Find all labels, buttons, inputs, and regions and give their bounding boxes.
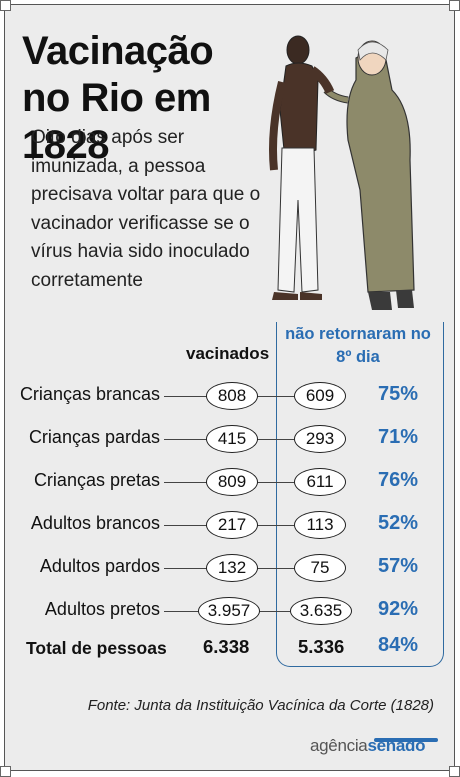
- vaccinated-value: 3.957: [198, 597, 260, 625]
- source-note: Fonte: Junta da Instituição Vacínica da …: [87, 697, 434, 714]
- not-returned-value: 611: [294, 468, 346, 496]
- total-vaccinated: 6.338: [203, 636, 250, 657]
- total-percent: 84%: [378, 634, 419, 656]
- page-title: Vacinação no Rio em 1828: [22, 29, 214, 167]
- not-returned-header: não retornaram no 8º dia: [285, 325, 431, 366]
- percent-value: 57%: [378, 555, 419, 577]
- not-returned-value: 3.635: [290, 597, 352, 625]
- vaccinated-value: 217: [206, 511, 258, 539]
- total-label: Total de pessoas: [26, 638, 167, 658]
- percent-value: 52%: [378, 512, 419, 534]
- row-label: Crianças pardas: [28, 427, 160, 447]
- not-returned-value: 609: [294, 382, 346, 410]
- not-returned-value: 293: [294, 425, 346, 453]
- vaccinated-value: 809: [206, 468, 258, 496]
- row-label: Crianças brancas: [19, 384, 160, 404]
- vaccinated-header: vacinados: [186, 344, 270, 363]
- vaccinated-value: 415: [206, 425, 258, 453]
- frame-corner: [449, 0, 460, 11]
- percent-value: 75%: [378, 383, 419, 405]
- percent-value: 76%: [378, 469, 419, 491]
- frame-corner: [0, 766, 11, 777]
- not-returned-column-box: [276, 322, 444, 667]
- percent-value: 71%: [378, 426, 419, 448]
- vaccinated-value: 132: [206, 554, 258, 582]
- row-label: Adultos brancos: [30, 513, 160, 533]
- vaccination-illustration: [269, 35, 415, 310]
- logo-bar: [374, 738, 438, 742]
- not-returned-value: 113: [294, 511, 346, 539]
- vaccinated-value: 808: [206, 382, 258, 410]
- row-label: Adultos pretos: [44, 599, 160, 619]
- not-returned-value: 75: [294, 554, 346, 582]
- total-not-returned: 5.336: [298, 636, 345, 657]
- logo-prefix: agência: [310, 736, 368, 755]
- frame-corner: [449, 766, 460, 777]
- frame-corner: [0, 0, 11, 11]
- percent-value: 92%: [378, 598, 419, 620]
- subtitle: Oito dias após ser imunizada, a pessoa p…: [31, 127, 261, 291]
- row-label: Adultos pardos: [39, 556, 160, 576]
- row-label: Crianças pretas: [33, 470, 160, 490]
